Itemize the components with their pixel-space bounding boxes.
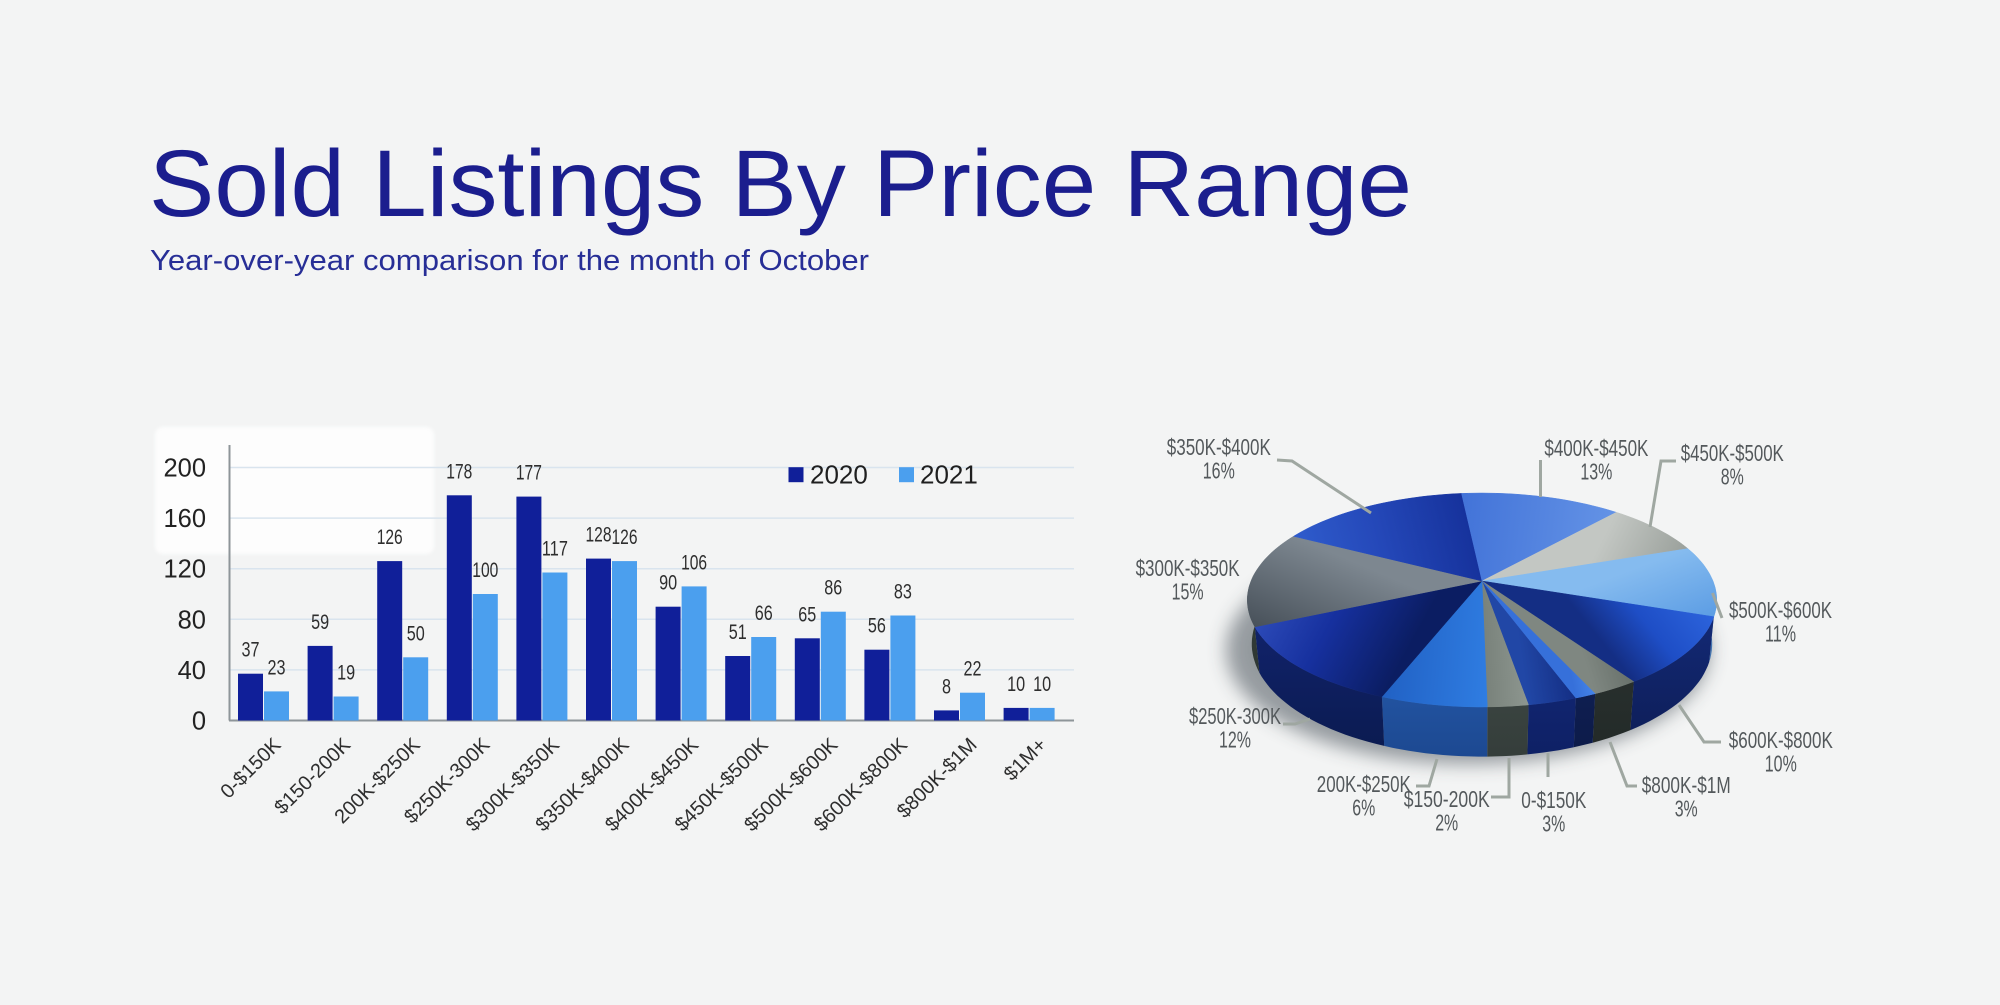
svg-text:2020: 2020 <box>810 460 868 490</box>
svg-text:50: 50 <box>407 622 425 645</box>
svg-text:Sold Listings By Price Range: Sold Listings By Price Range <box>149 131 1412 237</box>
svg-text:$600K-$800K: $600K-$800K <box>1729 727 1833 753</box>
svg-text:0-$150K: 0-$150K <box>1521 787 1586 813</box>
svg-text:120: 120 <box>163 556 206 584</box>
svg-text:$150-200K: $150-200K <box>1404 786 1490 812</box>
svg-text:$400K-$450K: $400K-$450K <box>1544 435 1648 461</box>
svg-text:Year-over-year comparison for: Year-over-year comparison for the month … <box>150 245 869 277</box>
svg-text:160: 160 <box>163 505 206 533</box>
svg-text:10: 10 <box>1033 673 1051 696</box>
svg-text:11%: 11% <box>1765 621 1796 647</box>
svg-text:59: 59 <box>311 611 329 634</box>
svg-text:126: 126 <box>377 526 403 549</box>
svg-text:65: 65 <box>798 603 816 626</box>
svg-text:0: 0 <box>192 708 206 736</box>
svg-text:10: 10 <box>1007 673 1025 696</box>
svg-text:6%: 6% <box>1352 795 1375 821</box>
svg-text:15%: 15% <box>1172 579 1204 605</box>
svg-text:83: 83 <box>894 581 912 604</box>
svg-text:100: 100 <box>472 559 498 582</box>
svg-text:177: 177 <box>516 462 542 485</box>
svg-text:106: 106 <box>681 551 707 574</box>
svg-text:178: 178 <box>446 460 472 483</box>
svg-text:200: 200 <box>163 455 206 483</box>
svg-text:$800K-$1M: $800K-$1M <box>1642 772 1731 798</box>
svg-text:2021: 2021 <box>920 460 978 490</box>
svg-text:3%: 3% <box>1675 796 1698 822</box>
svg-text:8%: 8% <box>1721 464 1744 490</box>
svg-text:10%: 10% <box>1765 751 1797 777</box>
svg-text:80: 80 <box>178 606 206 634</box>
svg-text:37: 37 <box>242 639 260 662</box>
svg-text:13%: 13% <box>1580 459 1612 485</box>
svg-text:126: 126 <box>612 526 638 549</box>
svg-text:2%: 2% <box>1435 810 1458 836</box>
svg-text:19: 19 <box>337 662 355 685</box>
svg-text:86: 86 <box>824 577 842 600</box>
svg-text:200K-$250K: 200K-$250K <box>1317 771 1411 797</box>
svg-text:$250K-300K: $250K-300K <box>1189 703 1281 729</box>
svg-text:117: 117 <box>542 538 568 561</box>
svg-text:22: 22 <box>964 658 982 681</box>
svg-text:56: 56 <box>868 615 886 638</box>
svg-text:$350K-$400K: $350K-$400K <box>1167 434 1271 460</box>
svg-text:12%: 12% <box>1219 727 1251 753</box>
svg-text:$450K-$500K: $450K-$500K <box>1681 440 1784 466</box>
svg-text:$500K-$600K: $500K-$600K <box>1729 597 1832 623</box>
svg-text:3%: 3% <box>1542 811 1565 837</box>
svg-text:40: 40 <box>178 657 206 685</box>
svg-text:66: 66 <box>755 602 773 625</box>
svg-text:51: 51 <box>729 621 747 644</box>
svg-text:128: 128 <box>586 524 612 547</box>
svg-text:8: 8 <box>942 675 951 698</box>
svg-text:90: 90 <box>659 572 677 595</box>
svg-text:16%: 16% <box>1203 458 1235 484</box>
svg-text:$300K-$350K: $300K-$350K <box>1136 555 1240 581</box>
svg-text:23: 23 <box>268 656 286 679</box>
